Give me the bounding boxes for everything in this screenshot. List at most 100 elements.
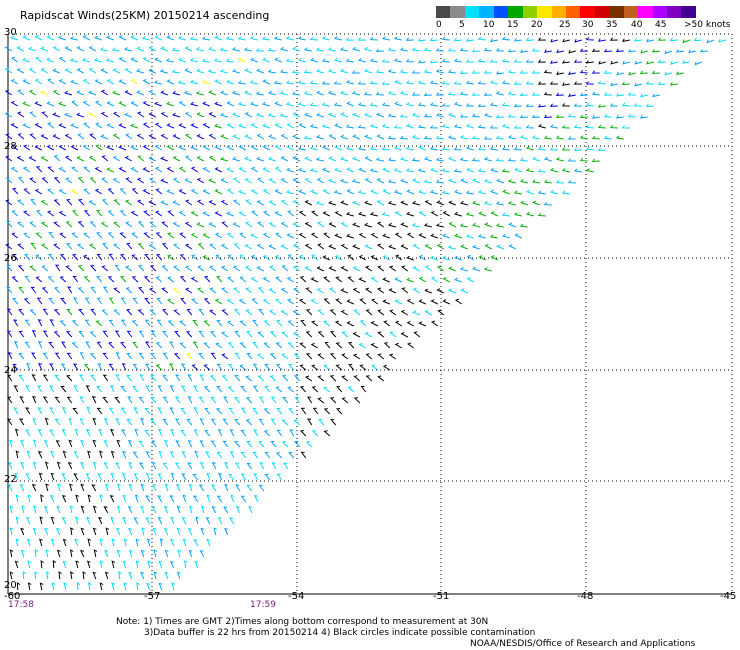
- wind-barb: [250, 57, 258, 63]
- wind-barb: [225, 36, 234, 41]
- wind-barb: [375, 48, 384, 52]
- wind-barb: [365, 309, 373, 316]
- wind-barb: [257, 375, 265, 382]
- wind-barb: [400, 332, 409, 338]
- wind-barb: [549, 124, 558, 129]
- wind-barb: [73, 473, 79, 481]
- wind-barb: [31, 374, 37, 382]
- wind-barb: [333, 36, 342, 41]
- wind-barb: [220, 134, 228, 140]
- wind-barb: [525, 37, 534, 41]
- wind-barb: [275, 232, 283, 239]
- wind-barb: [477, 80, 486, 85]
- wind-barb: [567, 179, 576, 184]
- wind-barb: [17, 199, 25, 206]
- wind-barb: [32, 527, 37, 536]
- lon-label-57: -57: [144, 591, 161, 602]
- wind-barb: [41, 287, 49, 294]
- wind-barb: [328, 244, 336, 250]
- wind-barb: [19, 396, 25, 404]
- wind-barb: [466, 277, 475, 283]
- wind-barb: [377, 375, 385, 382]
- wind-barb: [323, 232, 331, 239]
- wind-barb: [316, 112, 324, 118]
- wind-barb: [381, 102, 390, 107]
- wind-barb: [256, 266, 265, 272]
- wind-barb: [235, 484, 241, 492]
- wind-barb: [346, 299, 355, 305]
- wind-barb: [591, 48, 600, 52]
- wind-barb: [127, 396, 133, 404]
- wind-barb: [400, 178, 408, 184]
- wind-barb: [4, 67, 13, 74]
- wind-barb: [214, 145, 223, 151]
- wind-barb: [382, 364, 391, 371]
- wind-barb: [64, 68, 73, 74]
- wind-barb: [466, 123, 474, 129]
- wind-barb: [142, 101, 151, 107]
- wind-barb: [435, 69, 444, 74]
- wind-barb: [304, 112, 312, 118]
- wind-barb: [66, 375, 73, 382]
- wind-barb: [465, 38, 474, 42]
- wind-barb: [118, 123, 126, 129]
- wind-barb: [262, 145, 271, 151]
- wind-barb: [6, 221, 13, 228]
- wind-barb: [184, 287, 193, 294]
- wind-barb: [52, 68, 60, 74]
- wind-barb: [281, 331, 289, 338]
- wind-barb: [220, 156, 228, 162]
- wind-barb: [218, 472, 223, 481]
- wind-barb: [113, 199, 121, 206]
- wind-barb: [693, 37, 702, 42]
- wind-barb: [221, 331, 229, 338]
- wind-barb: [294, 375, 301, 382]
- wind-barb: [424, 156, 432, 162]
- wind-barb: [267, 90, 276, 96]
- wind-barb: [208, 133, 217, 140]
- wind-barb: [58, 144, 67, 151]
- wind-barb: [182, 538, 187, 547]
- wind-barb: [340, 112, 348, 118]
- wind-barb: [501, 102, 510, 107]
- wind-barb: [382, 299, 390, 305]
- wind-barb: [256, 200, 265, 206]
- wind-barb: [226, 298, 235, 305]
- wind-barb: [225, 58, 234, 63]
- wind-barb: [364, 331, 373, 338]
- wind-barb: [144, 429, 151, 437]
- wind-barb: [389, 309, 397, 316]
- wind-barb: [209, 375, 217, 382]
- wind-barb: [184, 178, 193, 184]
- wind-barb: [323, 320, 331, 327]
- wind-barb: [101, 177, 109, 184]
- wind-barb: [27, 494, 32, 503]
- wind-barb: [58, 571, 62, 580]
- legend-swatch: [652, 6, 667, 18]
- wind-barb: [24, 254, 31, 261]
- wind-barb: [340, 309, 349, 316]
- wind-barb: [106, 123, 115, 129]
- wind-barb: [182, 494, 187, 503]
- wind-barb: [286, 122, 295, 129]
- wind-barb: [16, 155, 25, 162]
- wind-barb: [615, 135, 624, 140]
- wind-barb: [561, 190, 570, 195]
- wind-barb: [29, 265, 37, 272]
- wind-barb: [192, 319, 199, 327]
- wind-barb: [333, 102, 342, 107]
- wind-barb: [429, 80, 438, 85]
- wind-barb: [453, 168, 462, 173]
- wind-barb: [160, 111, 169, 118]
- wind-barb: [114, 396, 121, 404]
- wind-barb: [262, 210, 271, 217]
- wind-barb: [292, 112, 301, 118]
- wind-barb: [405, 102, 414, 107]
- wind-barb: [77, 287, 85, 294]
- wind-barb: [209, 331, 217, 338]
- wind-barb: [484, 222, 492, 228]
- wind-barb: [543, 179, 552, 184]
- wind-barb: [34, 571, 38, 580]
- wind-barb: [76, 582, 81, 591]
- wind-barb: [41, 177, 49, 184]
